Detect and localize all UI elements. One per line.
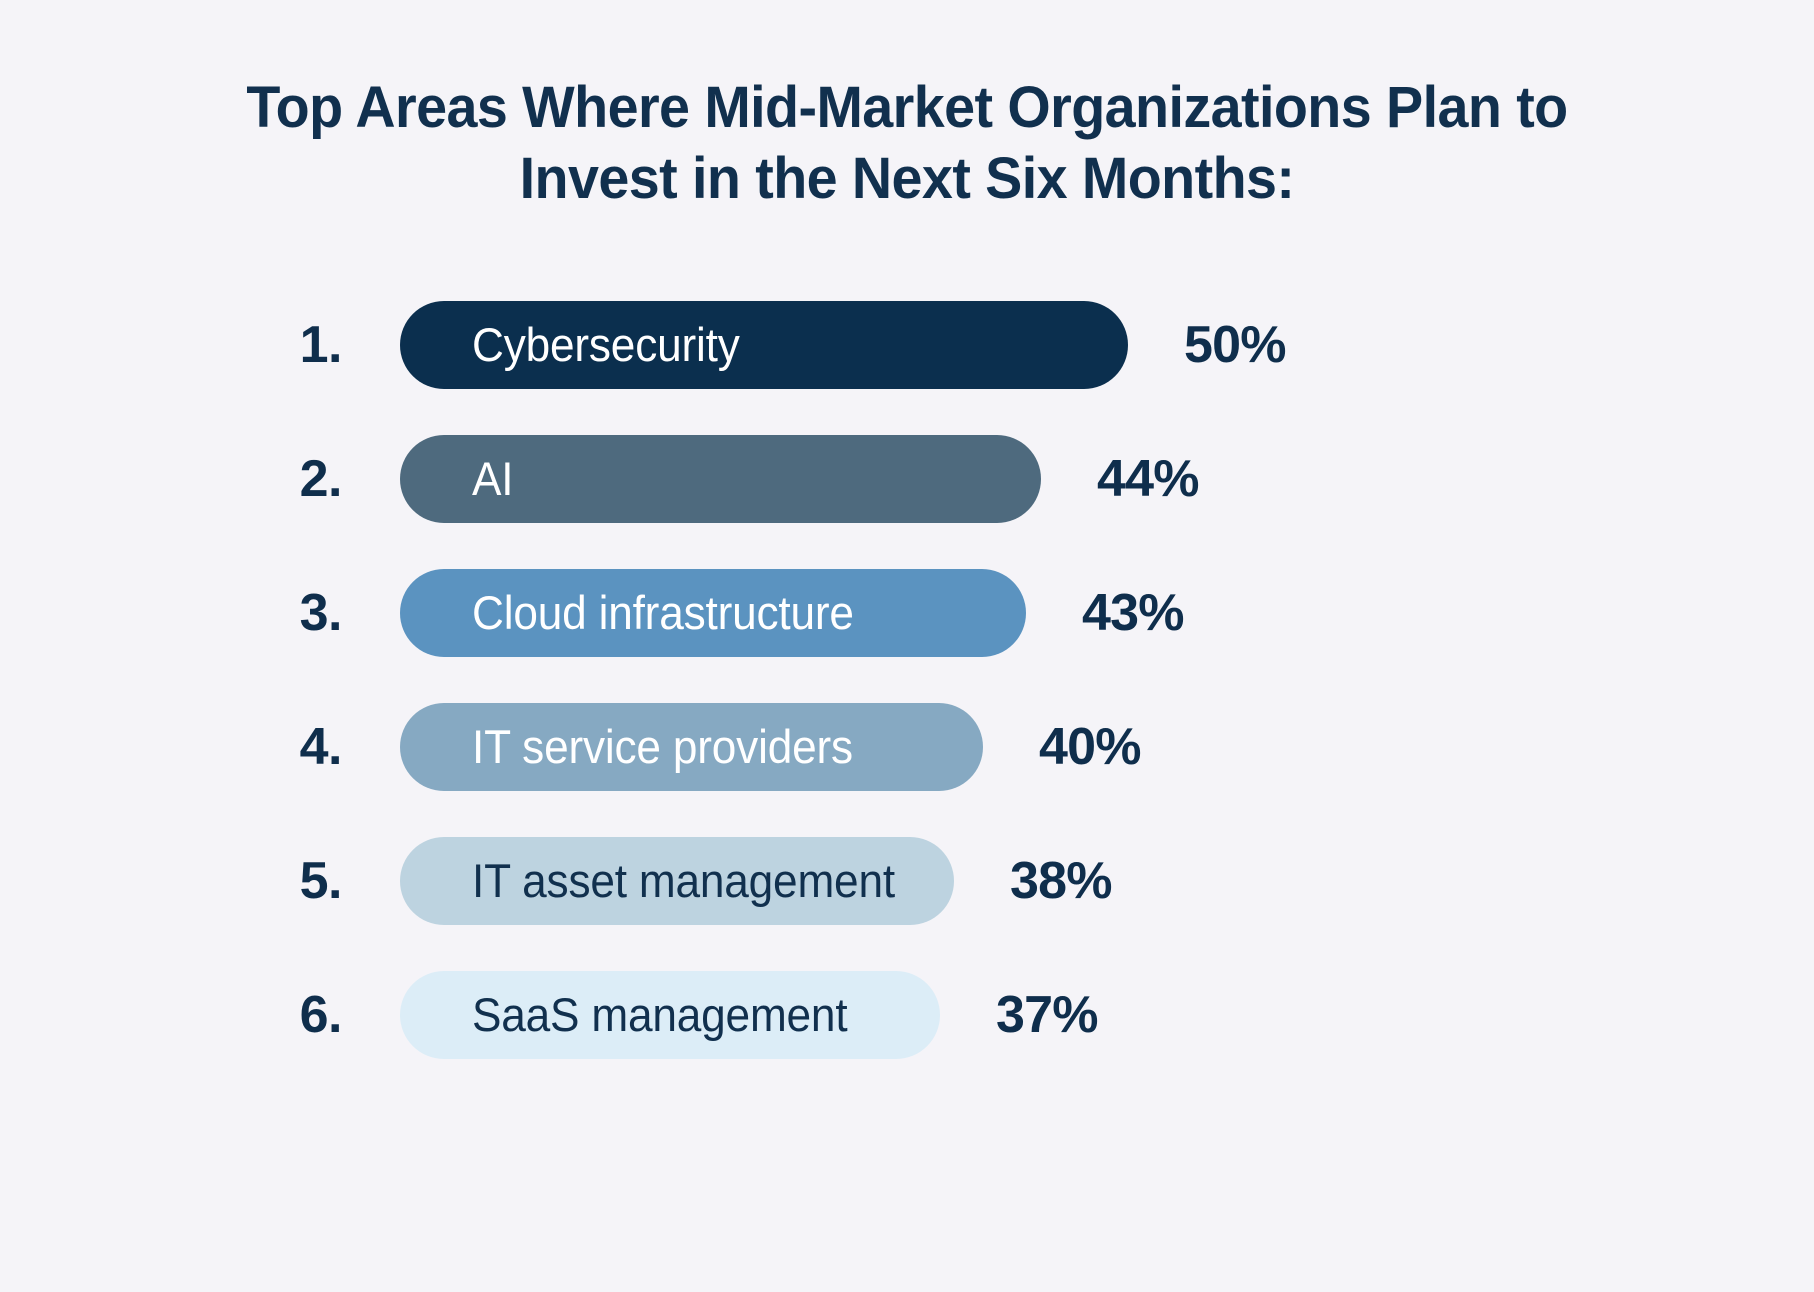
bar-saas-management: SaaS management — [400, 970, 940, 1059]
rank-number: 1. — [299, 315, 343, 374]
title-line-1: Top Areas Where Mid-Market Organizations… — [246, 75, 1568, 140]
bar-cloud-infrastructure: Cloud infrastructure — [400, 568, 1026, 657]
chart-row: 5. IT asset management 38% — [0, 825, 1814, 937]
chart-row: 1. Cybersecurity 50% — [0, 289, 1814, 401]
rank-number: 3. — [299, 583, 343, 642]
rank-number: 5. — [299, 851, 343, 910]
bar-label: IT service providers — [472, 720, 853, 774]
rank-cell: 6. — [0, 985, 400, 1045]
value-cell: 38% — [954, 851, 1112, 911]
bar-cell: Cybersecurity — [400, 300, 1128, 389]
bar-cell: IT asset management — [400, 836, 954, 925]
bar-label: Cybersecurity — [472, 318, 740, 372]
rank-cell: 5. — [0, 851, 400, 911]
page-title: Top Areas Where Mid-Market Organizations… — [120, 72, 1694, 215]
title-block: Top Areas Where Mid-Market Organizations… — [0, 0, 1814, 215]
chart-row: 6. SaaS management 37% — [0, 959, 1814, 1071]
rank-cell: 2. — [0, 449, 400, 509]
value-label: 37% — [996, 985, 1098, 1044]
bar-cell: Cloud infrastructure — [400, 568, 1026, 657]
bar-cell: SaaS management — [400, 970, 940, 1059]
chart-row: 3. Cloud infrastructure 43% — [0, 557, 1814, 669]
ranked-bar-chart: 1. Cybersecurity 50% 2. AI 44% — [0, 289, 1814, 1071]
value-label: 44% — [1097, 449, 1199, 508]
bar-it-service-providers: IT service providers — [400, 702, 983, 791]
value-cell: 43% — [1026, 583, 1184, 643]
bar-label: IT asset management — [472, 854, 895, 908]
bar-it-asset-management: IT asset management — [400, 836, 954, 925]
bar-ai: AI — [400, 434, 1041, 523]
chart-row: 4. IT service providers 40% — [0, 691, 1814, 803]
rank-cell: 4. — [0, 717, 400, 777]
rank-number: 2. — [299, 449, 343, 508]
value-cell: 50% — [1128, 315, 1286, 375]
bar-label: Cloud infrastructure — [472, 586, 854, 640]
bar-cell: AI — [400, 434, 1041, 523]
value-cell: 40% — [983, 717, 1141, 777]
value-label: 38% — [1010, 851, 1112, 910]
bar-label: AI — [472, 452, 514, 506]
value-label: 43% — [1082, 583, 1184, 642]
value-cell: 37% — [940, 985, 1098, 1045]
value-label: 40% — [1039, 717, 1141, 776]
bar-cell: IT service providers — [400, 702, 983, 791]
value-cell: 44% — [1041, 449, 1199, 509]
rank-cell: 3. — [0, 583, 400, 643]
chart-row: 2. AI 44% — [0, 423, 1814, 535]
rank-number: 4. — [299, 717, 343, 776]
rank-number: 6. — [299, 985, 343, 1044]
bar-cybersecurity: Cybersecurity — [400, 300, 1128, 389]
value-label: 50% — [1184, 315, 1286, 374]
bar-label: SaaS management — [472, 988, 848, 1042]
rank-cell: 1. — [0, 315, 400, 375]
title-line-2: Invest in the Next Six Months: — [519, 146, 1295, 212]
